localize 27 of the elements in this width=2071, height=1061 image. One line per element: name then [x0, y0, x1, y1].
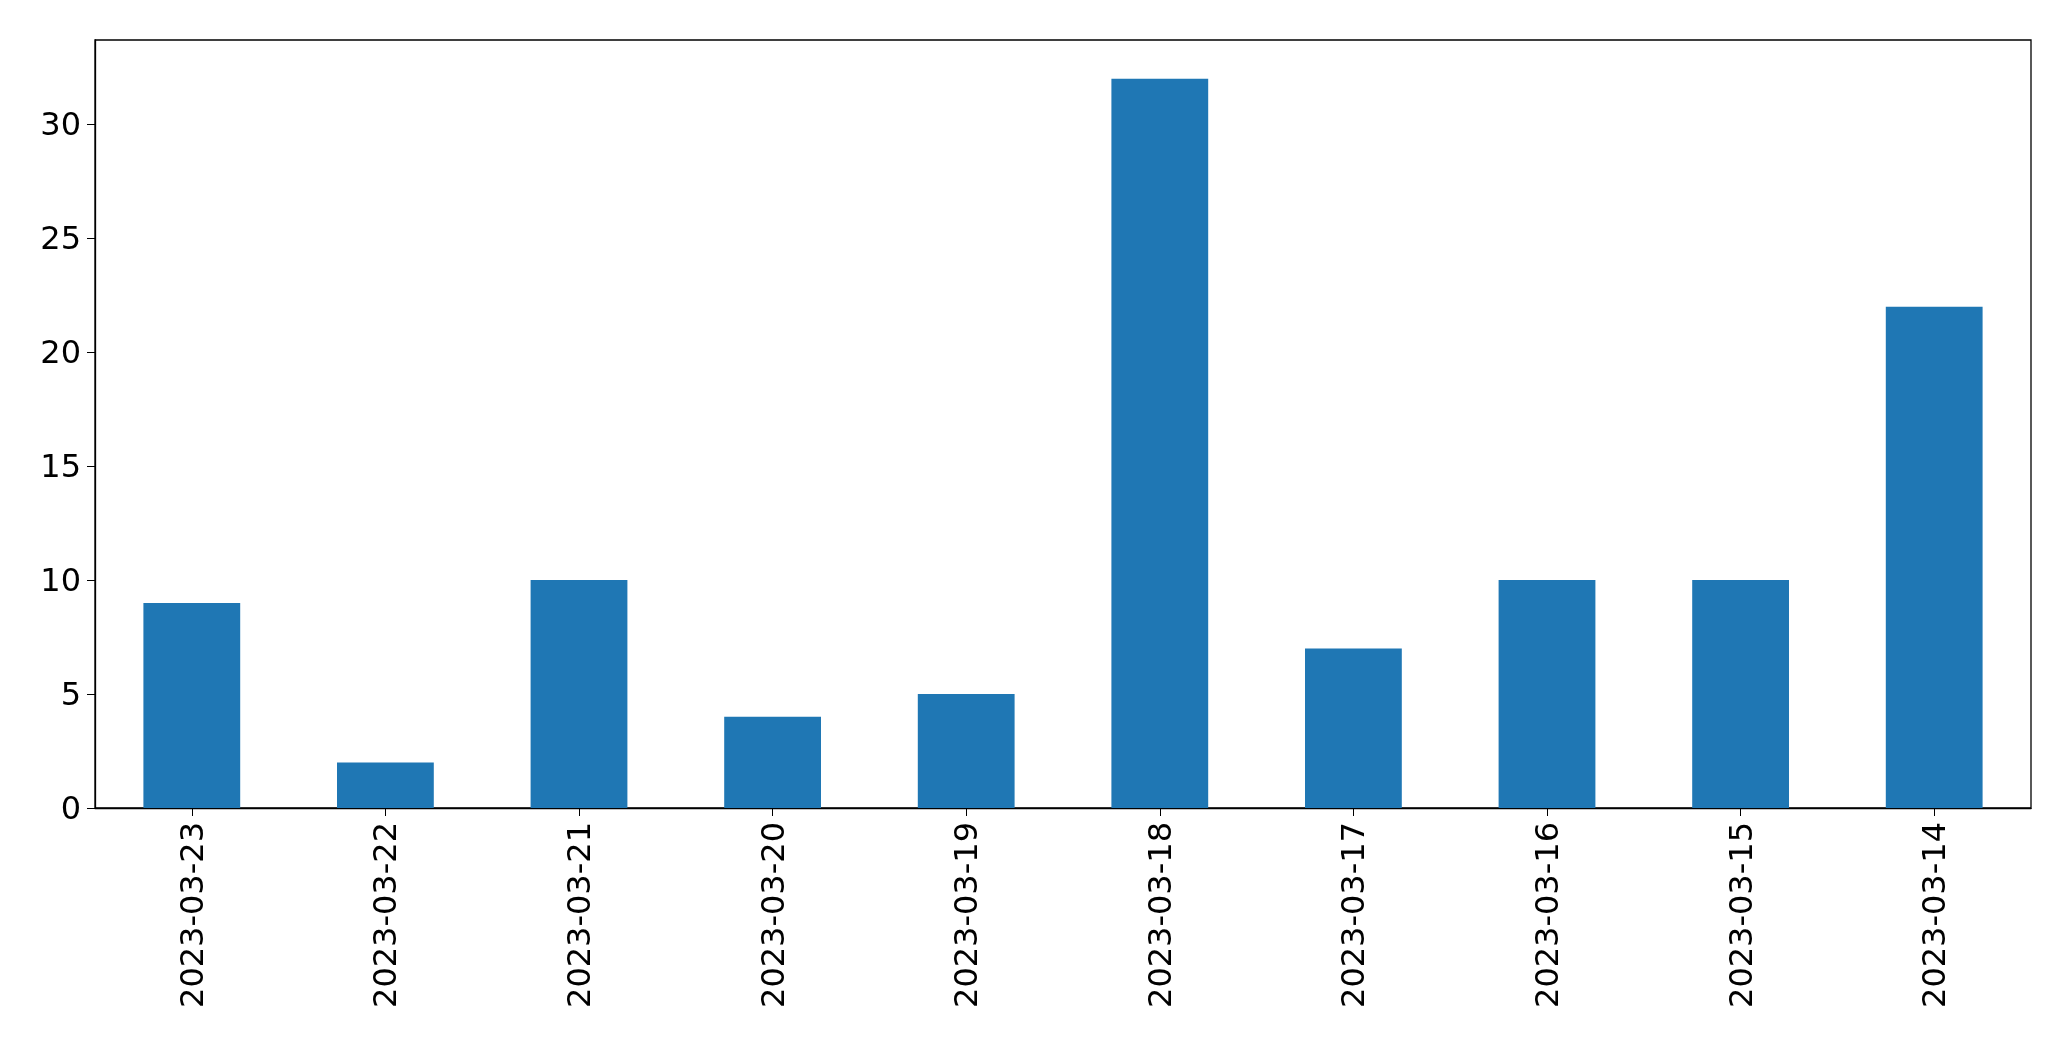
bar: [1498, 580, 1596, 808]
bar: [1111, 78, 1209, 808]
x-tick-label: 2023-03-22: [366, 822, 405, 1008]
y-tick-label: 10: [40, 561, 81, 600]
bar: [530, 580, 628, 808]
x-tick-label: 2023-03-18: [1140, 822, 1179, 1008]
y-tick-label: 15: [40, 447, 81, 486]
x-tick-label: 2023-03-20: [753, 822, 792, 1008]
bar: [1692, 580, 1789, 808]
y-tick-label: 25: [40, 219, 81, 258]
bar: [1885, 306, 1983, 808]
x-tick-label: 2023-03-15: [1721, 822, 1760, 1008]
bar: [1305, 648, 1402, 808]
x-tick-label: 2023-03-23: [172, 822, 211, 1008]
y-tick-label: 0: [60, 789, 81, 827]
bar: [724, 716, 821, 808]
x-tick-label: 2023-03-16: [1528, 822, 1566, 1008]
x-tick-label: 2023-03-14: [1915, 822, 1954, 1008]
y-tick-label: 5: [60, 675, 81, 714]
bar: [337, 762, 434, 808]
bar: [917, 694, 1015, 808]
bar: [143, 602, 241, 808]
x-tick-label: 2023-03-19: [947, 822, 986, 1008]
y-tick-label: 20: [40, 333, 81, 372]
x-tick-label: 2023-03-17: [1334, 822, 1373, 1008]
x-tick-label: 2023-03-21: [560, 822, 598, 1008]
y-tick-label: 30: [40, 105, 81, 144]
